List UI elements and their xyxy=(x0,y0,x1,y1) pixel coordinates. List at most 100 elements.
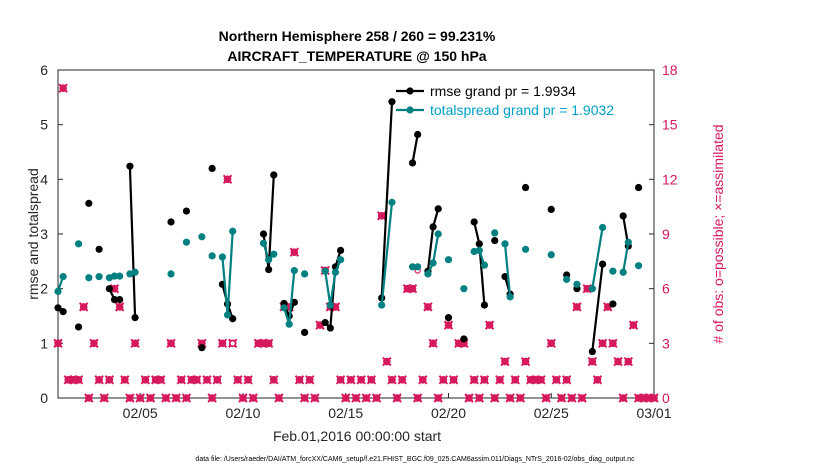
rmse-point xyxy=(414,130,422,139)
obs-possible-marker xyxy=(269,375,278,384)
x-tick-label: 02/15 xyxy=(328,405,363,421)
spread-point xyxy=(270,250,278,258)
chart-title: Northern Hemisphere 258 / 260 = 99.231% xyxy=(219,28,496,44)
obs-possible-marker xyxy=(311,394,319,402)
obs-possible-marker xyxy=(398,375,407,384)
obs-possible-marker xyxy=(295,375,304,384)
y-tick-label-right: 3 xyxy=(662,335,670,351)
spread-point xyxy=(85,274,93,282)
obs-possible-marker xyxy=(146,394,155,402)
rmse-point xyxy=(116,296,124,304)
spread-point xyxy=(434,230,442,238)
x-tick-label: 02/25 xyxy=(534,405,569,421)
y-axis-label-right: # of obs: o=possible; ×=assimilated xyxy=(710,124,726,343)
obs-possible-marker xyxy=(234,375,242,384)
rmse-point xyxy=(634,183,643,192)
rmse-point xyxy=(198,344,206,352)
obs-possible-marker xyxy=(619,394,627,402)
rmse-point xyxy=(547,205,555,213)
obs-possible-marker xyxy=(629,321,638,329)
spread-point xyxy=(624,238,632,246)
spread-point xyxy=(301,270,309,278)
spread-point xyxy=(599,223,607,232)
obs-possible-marker xyxy=(388,375,396,384)
spread-point xyxy=(429,259,437,267)
rmse-point xyxy=(429,223,437,231)
obs-possible-marker xyxy=(105,375,114,384)
x-tick-label: 02/05 xyxy=(123,405,158,421)
obs-possible-marker xyxy=(449,375,458,384)
obs-possible-marker xyxy=(593,375,602,384)
spread-point xyxy=(609,267,617,275)
rmse-point xyxy=(521,183,530,192)
rmse-point xyxy=(182,207,191,215)
legend-marker-spread xyxy=(406,106,414,114)
obs-possible-marker xyxy=(413,394,422,402)
rmse-line xyxy=(380,101,394,299)
obs-possible-marker xyxy=(208,394,216,402)
obs-possible-marker xyxy=(506,394,514,402)
rmse-point xyxy=(501,273,509,281)
obs-possible-marker xyxy=(120,375,129,384)
y-tick-label-right: 9 xyxy=(662,226,670,242)
spread-point xyxy=(547,251,555,259)
spread-point xyxy=(573,280,581,288)
spread-point xyxy=(116,272,124,280)
obs-possible-marker xyxy=(562,375,571,384)
spread-point xyxy=(634,262,643,270)
spread-point xyxy=(563,275,571,283)
spread-point xyxy=(444,256,453,264)
y-axis-label-left: rmse and totalspread xyxy=(25,168,41,300)
obs-possible-marker xyxy=(336,375,345,384)
obs-possible-marker xyxy=(511,375,520,384)
spread-line xyxy=(503,243,512,298)
plot-frame xyxy=(57,69,655,399)
spread-point xyxy=(229,227,237,235)
rmse-point xyxy=(619,212,627,220)
obs-possible-marker xyxy=(156,375,165,384)
spread-point xyxy=(336,256,345,264)
obs-possible-marker xyxy=(424,303,432,311)
obs-possible-marker xyxy=(213,375,222,384)
spread-point xyxy=(74,240,83,248)
spread-point xyxy=(223,311,232,319)
spread-point xyxy=(506,293,514,301)
obs-possible-marker xyxy=(172,394,180,402)
rmse-point xyxy=(301,328,309,336)
obs-possible-marker xyxy=(74,375,83,384)
spread-point xyxy=(491,229,499,237)
obs-possible-marker xyxy=(501,357,509,366)
obs-possible-marker xyxy=(239,394,247,402)
legend-marker-rmse xyxy=(406,87,414,95)
obs-possible-marker xyxy=(521,357,530,366)
rmse-point xyxy=(259,230,268,238)
obs-possible-marker xyxy=(347,375,355,384)
y-tick-label-right: 12 xyxy=(662,171,678,187)
obs-possible-marker xyxy=(223,175,232,184)
obs-possible-marker xyxy=(552,375,561,384)
spread-point xyxy=(290,267,298,275)
obs-possible-marker xyxy=(352,394,360,402)
obs-possible-marker xyxy=(275,394,283,402)
spread-point xyxy=(521,245,530,253)
y-tick-label-left: 5 xyxy=(40,117,48,133)
rmse-point xyxy=(470,218,478,226)
obs-possible-marker xyxy=(490,394,499,402)
obs-possible-marker xyxy=(393,394,401,402)
rmse-point xyxy=(609,300,617,308)
rmse-point xyxy=(167,218,175,226)
rmse-point xyxy=(95,245,103,253)
obs-possible-marker xyxy=(465,394,473,402)
rmse-point xyxy=(74,323,83,331)
rmse-line xyxy=(591,263,604,352)
spread-point xyxy=(480,261,489,269)
rmse-point xyxy=(388,98,396,106)
obs-possible-marker xyxy=(383,357,391,366)
spread-point xyxy=(259,239,268,247)
rmse-point xyxy=(444,314,453,322)
spread-point xyxy=(321,267,329,275)
obs-possible-marker xyxy=(624,357,633,366)
obs-possible-marker xyxy=(192,375,201,384)
